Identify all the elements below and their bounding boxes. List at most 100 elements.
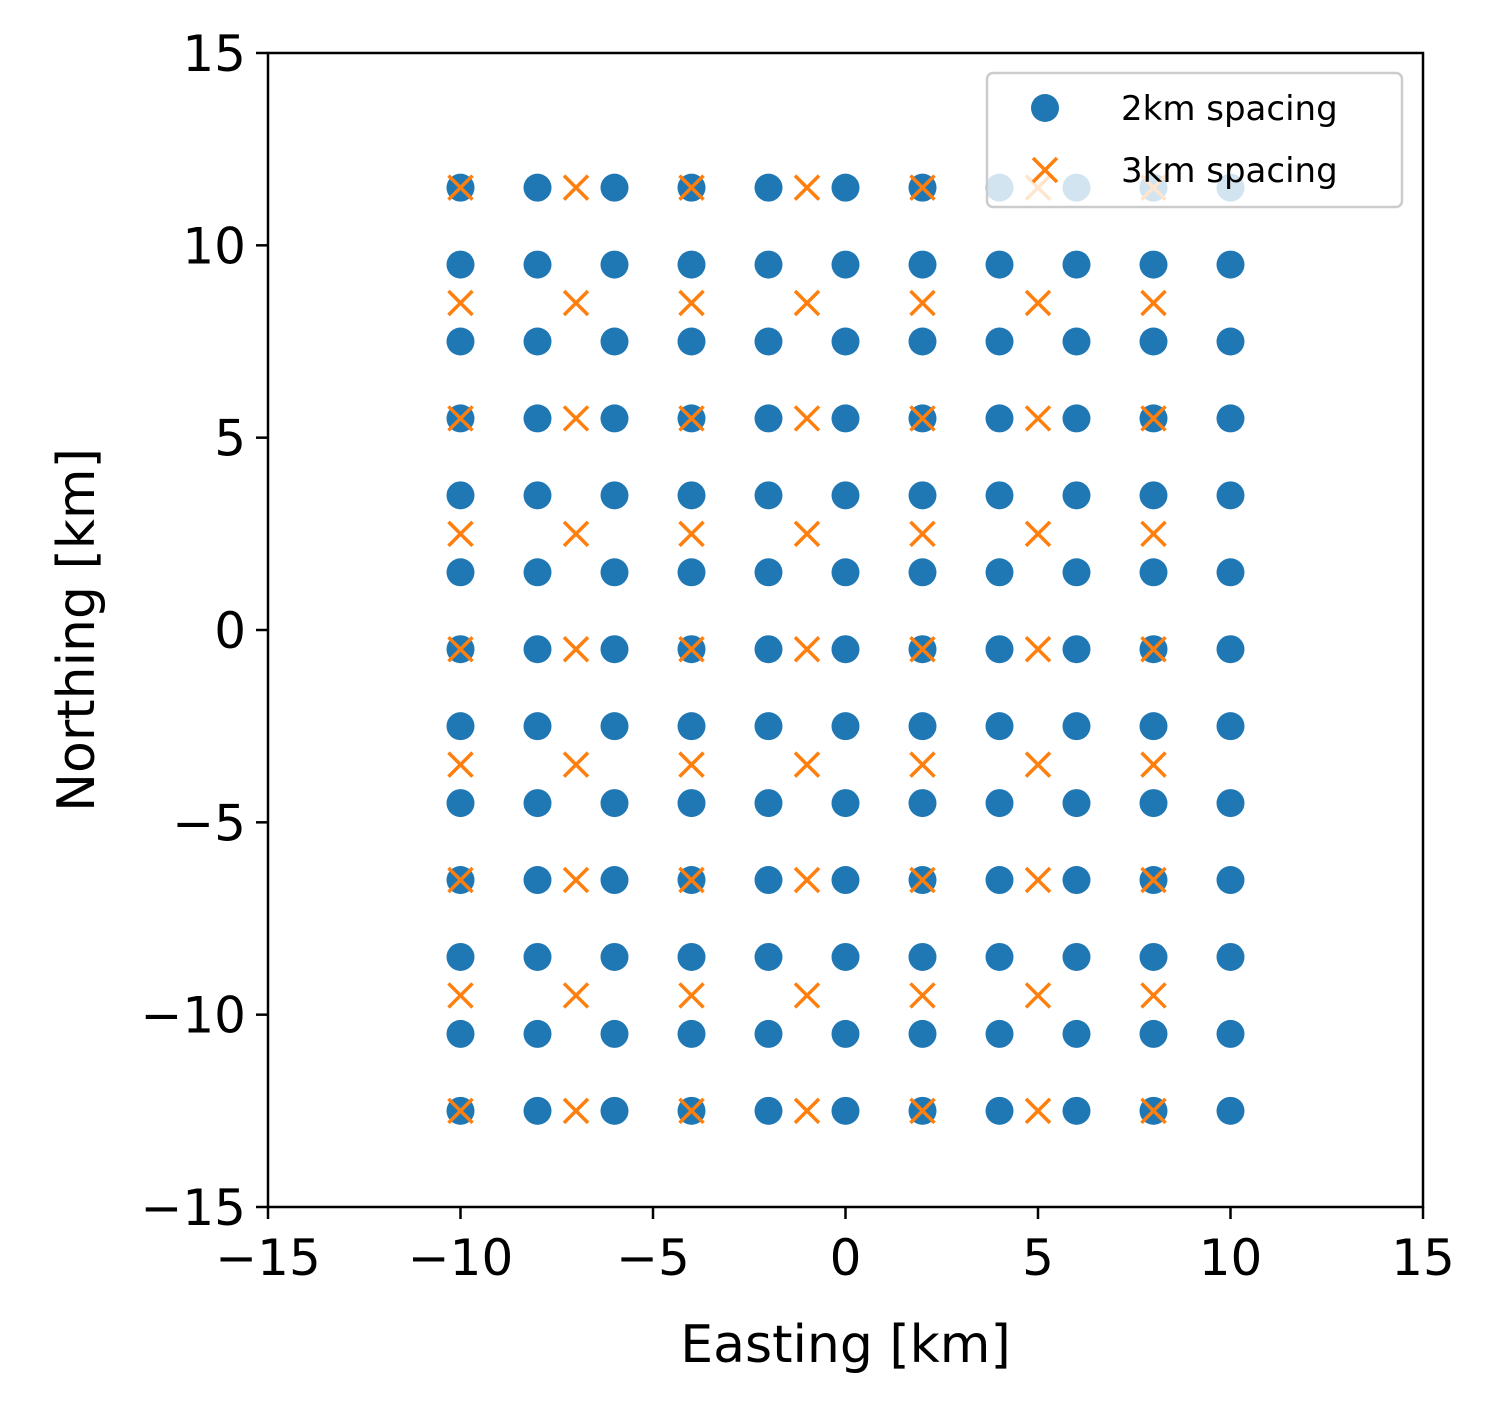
- data-point-circle: [985, 635, 1014, 664]
- data-point-circle: [1062, 635, 1091, 664]
- data-point-circle: [677, 481, 706, 510]
- data-point-circle: [908, 250, 937, 279]
- chart-markers: [446, 173, 1245, 1125]
- x-tick-label: 15: [1391, 1229, 1455, 1287]
- data-point-circle: [1139, 1019, 1168, 1048]
- data-point-circle: [1216, 481, 1245, 510]
- data-point-x: [562, 405, 590, 432]
- data-point-circle: [754, 558, 783, 587]
- data-point-circle: [985, 1019, 1014, 1048]
- data-point-circle: [831, 712, 860, 741]
- data-point-x: [1140, 866, 1167, 894]
- x-tick-label: 5: [1022, 1229, 1054, 1287]
- data-point-x: [447, 289, 474, 317]
- data-point-circle: [985, 712, 1014, 741]
- data-point-circle: [600, 866, 629, 895]
- y-tick-label: −15: [140, 1179, 246, 1237]
- data-point-circle: [985, 558, 1014, 587]
- y-tick-label: 10: [182, 217, 246, 275]
- data-point-circle: [831, 789, 860, 818]
- data-point-x: [562, 982, 590, 1009]
- data-point-circle: [908, 1019, 937, 1048]
- data-point-circle: [754, 481, 783, 510]
- data-point-circle: [754, 250, 783, 279]
- data-point-x: [909, 174, 936, 201]
- data-point-x: [678, 866, 705, 894]
- data-point-circle: [446, 712, 475, 741]
- data-point-circle: [600, 327, 629, 356]
- data-point-circle: [1139, 250, 1168, 279]
- data-point-x: [909, 289, 936, 317]
- data-point-circle: [831, 481, 860, 510]
- data-point-circle: [1216, 789, 1245, 818]
- data-point-circle: [446, 1019, 475, 1048]
- data-point-circle: [908, 327, 937, 356]
- data-point-circle: [677, 250, 706, 279]
- data-point-circle: [677, 942, 706, 971]
- data-point-circle: [908, 712, 937, 741]
- data-point-x: [1024, 1097, 1052, 1125]
- data-point-circle: [831, 173, 860, 202]
- data-point-x: [1024, 289, 1052, 317]
- data-point-x: [562, 635, 590, 663]
- data-point-x: [1140, 289, 1167, 317]
- data-point-circle: [1216, 1019, 1245, 1048]
- data-point-x: [1140, 520, 1167, 548]
- legend-label: 3km spacing: [1121, 151, 1338, 191]
- data-point-x: [1024, 520, 1052, 548]
- data-point-circle: [754, 866, 783, 895]
- data-point-x: [793, 405, 821, 432]
- data-point-x: [1024, 982, 1052, 1009]
- legend-marker-x: [1031, 156, 1059, 184]
- y-tick-label: −10: [140, 987, 246, 1045]
- data-point-circle: [831, 327, 860, 356]
- data-point-x: [678, 1097, 705, 1125]
- data-point-circle: [1216, 942, 1245, 971]
- data-point-circle: [523, 1096, 552, 1125]
- data-point-circle: [1062, 942, 1091, 971]
- data-point-circle: [600, 635, 629, 664]
- data-point-x: [909, 982, 936, 1009]
- data-point-circle: [1139, 712, 1168, 741]
- data-point-x: [793, 1097, 821, 1125]
- y-tick-label: 15: [182, 25, 246, 83]
- legend: 2km spacing 3km spacing: [985, 71, 1404, 209]
- data-point-x: [678, 635, 705, 663]
- data-point-circle: [1139, 481, 1168, 510]
- data-point-x: [1024, 635, 1052, 663]
- x-tick-label: −5: [616, 1229, 690, 1287]
- y-axis-label: Northing [km]: [47, 448, 107, 812]
- x-tick-label: −15: [215, 1229, 321, 1287]
- data-point-circle: [754, 1096, 783, 1125]
- data-point-circle: [600, 558, 629, 587]
- data-point-circle: [446, 327, 475, 356]
- data-point-circle: [523, 327, 552, 356]
- data-point-x: [678, 289, 705, 317]
- data-point-circle: [600, 173, 629, 202]
- data-point-x: [1140, 635, 1167, 663]
- data-point-circle: [523, 712, 552, 741]
- data-point-circle: [523, 173, 552, 202]
- data-point-circle: [985, 789, 1014, 818]
- data-point-x: [562, 520, 590, 548]
- legend-label: 2km spacing: [1121, 89, 1338, 129]
- data-point-x: [562, 751, 590, 778]
- data-point-x: [909, 866, 936, 894]
- data-point-x: [447, 174, 474, 201]
- data-point-x: [909, 635, 936, 663]
- data-point-x: [793, 174, 821, 201]
- data-point-circle: [754, 327, 783, 356]
- data-point-circle: [523, 1019, 552, 1048]
- data-point-x: [793, 982, 821, 1009]
- data-point-x: [447, 405, 474, 432]
- y-tick-label: −5: [172, 794, 246, 852]
- data-point-x: [909, 520, 936, 548]
- x-tick-label: 10: [1199, 1229, 1263, 1287]
- data-point-circle: [754, 635, 783, 664]
- data-point-circle: [985, 942, 1014, 971]
- data-point-circle: [600, 1019, 629, 1048]
- legend-marker-circle: [1031, 94, 1059, 122]
- data-point-circle: [831, 250, 860, 279]
- data-point-circle: [908, 558, 937, 587]
- data-point-circle: [985, 327, 1014, 356]
